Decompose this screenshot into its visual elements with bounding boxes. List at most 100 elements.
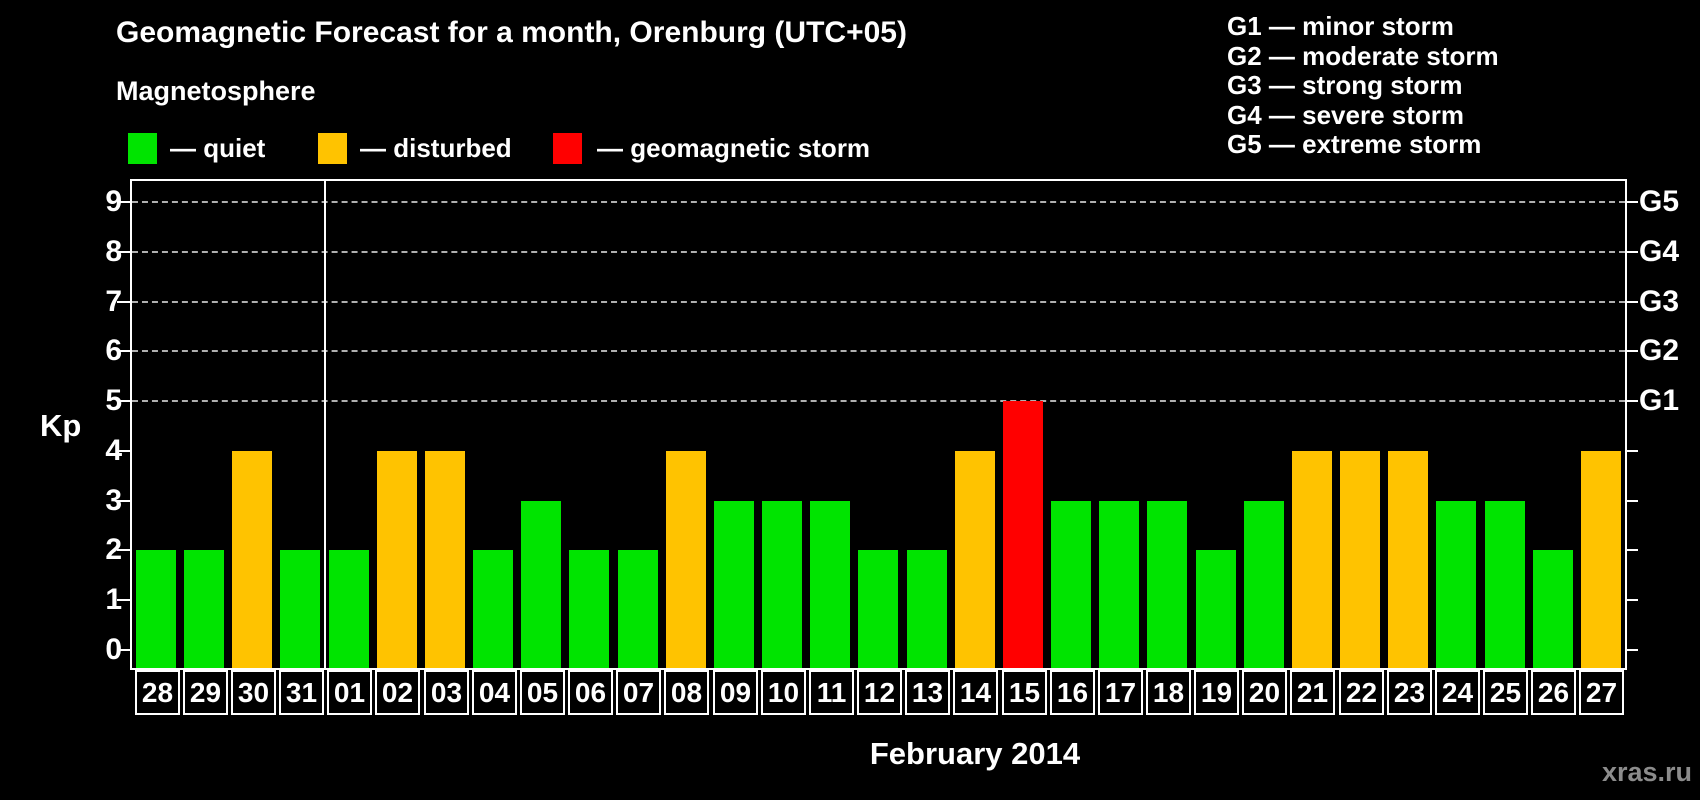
right-tick-kp7 — [1627, 300, 1638, 303]
g4-legend-line: G4 — severe storm — [1227, 99, 1465, 130]
y-tick-label-9: 9 — [105, 184, 122, 218]
left-tick-kp4 — [117, 449, 130, 452]
bar-day-28 — [136, 550, 176, 668]
day-cell-26: 26 — [1531, 670, 1576, 715]
g-scale-legend: G1 — minor storm G2 — moderate storm G3 … — [1227, 11, 1499, 160]
right-tick-kp9 — [1627, 200, 1638, 203]
y-tick-label-2: 2 — [105, 533, 122, 567]
day-cell-28: 28 — [135, 670, 180, 715]
bar-day-07 — [617, 550, 658, 668]
day-cell-08: 08 — [664, 670, 709, 715]
bar-day-29 — [184, 550, 225, 668]
right-tick-kp1 — [1627, 599, 1638, 602]
day-cell-10: 10 — [761, 670, 806, 715]
y-tick-label-0: 0 — [105, 633, 122, 666]
right-tick-kp3 — [1627, 499, 1638, 502]
bar-day-20 — [1243, 500, 1284, 668]
day-cell-23: 23 — [1387, 670, 1432, 715]
g2-legend-line: G2 — moderate storm — [1227, 40, 1499, 71]
g1-legend-line: G1 — minor storm — [1227, 11, 1454, 41]
quiet-legend-label: — quiet — [170, 133, 266, 163]
y-tick-label-7: 7 — [105, 284, 122, 318]
bar-day-30 — [232, 450, 273, 668]
y-tick-label-4: 4 — [105, 433, 122, 467]
bar-day-09 — [713, 500, 754, 668]
day-cell-02: 02 — [375, 670, 420, 715]
y-tick-label-1: 1 — [105, 583, 122, 617]
month-separator-line — [323, 181, 326, 668]
left-tick-kp6 — [117, 350, 130, 353]
watermark: xras.ru — [1601, 757, 1692, 787]
day-cell-22: 22 — [1339, 670, 1384, 715]
day-cell-06: 06 — [568, 670, 613, 715]
bar-day-08 — [665, 450, 706, 668]
day-cell-13: 13 — [905, 670, 950, 715]
magnetosphere-subtitle: Magnetosphere — [116, 76, 316, 106]
day-cell-18: 18 — [1146, 670, 1191, 715]
right-axis-label-g4: G4 — [1639, 234, 1680, 268]
day-cell-09: 09 — [713, 670, 758, 715]
bar-day-24 — [1436, 500, 1477, 668]
day-cell-05: 05 — [520, 670, 565, 715]
right-axis-label-g3: G3 — [1639, 284, 1680, 318]
right-tick-kp4 — [1627, 449, 1638, 452]
day-cell-12: 12 — [857, 670, 902, 715]
right-axis-label-g2: G2 — [1639, 334, 1680, 368]
bar-day-03 — [424, 450, 465, 668]
disturbed-legend-swatch — [318, 133, 347, 164]
right-tick-kp8 — [1627, 250, 1638, 253]
bar-day-16 — [1051, 500, 1092, 668]
day-cell-03: 03 — [424, 670, 469, 715]
right-tick-kp0 — [1627, 649, 1638, 651]
day-cell-29: 29 — [183, 670, 228, 715]
left-tick-kp2 — [117, 549, 130, 552]
gridline-kp9 — [132, 200, 1625, 203]
day-cell-01: 01 — [327, 670, 372, 715]
y-tick-label-8: 8 — [105, 234, 122, 268]
bar-day-13 — [906, 550, 947, 668]
day-cell-27: 27 — [1579, 670, 1624, 715]
day-cell-15: 15 — [1002, 670, 1047, 715]
day-cell-07: 07 — [616, 670, 661, 715]
bar-day-23 — [1388, 450, 1429, 668]
day-cell-19: 19 — [1194, 670, 1239, 715]
y-tick-label-3: 3 — [105, 483, 122, 517]
gridline-kp6 — [132, 350, 1625, 353]
y-tick-label-6: 6 — [105, 334, 122, 368]
bar-day-31 — [280, 550, 321, 668]
bar-day-22 — [1340, 450, 1381, 668]
bar-day-12 — [858, 550, 899, 668]
y-tick-label-5: 5 — [105, 384, 122, 418]
left-tick-kp8 — [117, 250, 130, 253]
bar-day-14 — [954, 450, 995, 668]
g5-legend-line: G5 — extreme storm — [1227, 129, 1482, 160]
day-cell-24: 24 — [1435, 670, 1480, 715]
day-cell-17: 17 — [1098, 670, 1143, 715]
day-cell-14: 14 — [953, 670, 998, 715]
left-tick-kp5 — [117, 400, 130, 403]
gridline-kp8 — [132, 250, 1625, 253]
x-axis-month-label: February 2014 — [869, 736, 1081, 771]
bar-day-27 — [1580, 450, 1621, 668]
bar-day-21 — [1291, 450, 1332, 668]
day-cell-30: 30 — [231, 670, 276, 715]
right-axis-label-g1: G1 — [1639, 384, 1680, 418]
bar-day-02 — [376, 450, 417, 668]
left-tick-kp0 — [117, 649, 130, 651]
day-cell-04: 04 — [472, 670, 517, 715]
g3-legend-line: G3 — strong storm — [1227, 70, 1463, 101]
bar-day-10 — [762, 500, 803, 668]
right-tick-kp6 — [1627, 350, 1638, 353]
day-cell-11: 11 — [809, 670, 854, 715]
day-cell-25: 25 — [1483, 670, 1528, 715]
left-tick-kp1 — [117, 599, 130, 602]
bar-day-19 — [1195, 550, 1236, 668]
right-axis-label-g5: G5 — [1639, 184, 1680, 218]
day-cell-20: 20 — [1242, 670, 1287, 715]
chart-title: Geomagnetic Forecast for a month, Orenbu… — [116, 16, 907, 49]
plot-area — [117, 179, 1638, 670]
quiet-legend-swatch — [128, 133, 157, 164]
storm-legend-swatch — [553, 133, 582, 164]
bar-day-18 — [1147, 500, 1188, 668]
